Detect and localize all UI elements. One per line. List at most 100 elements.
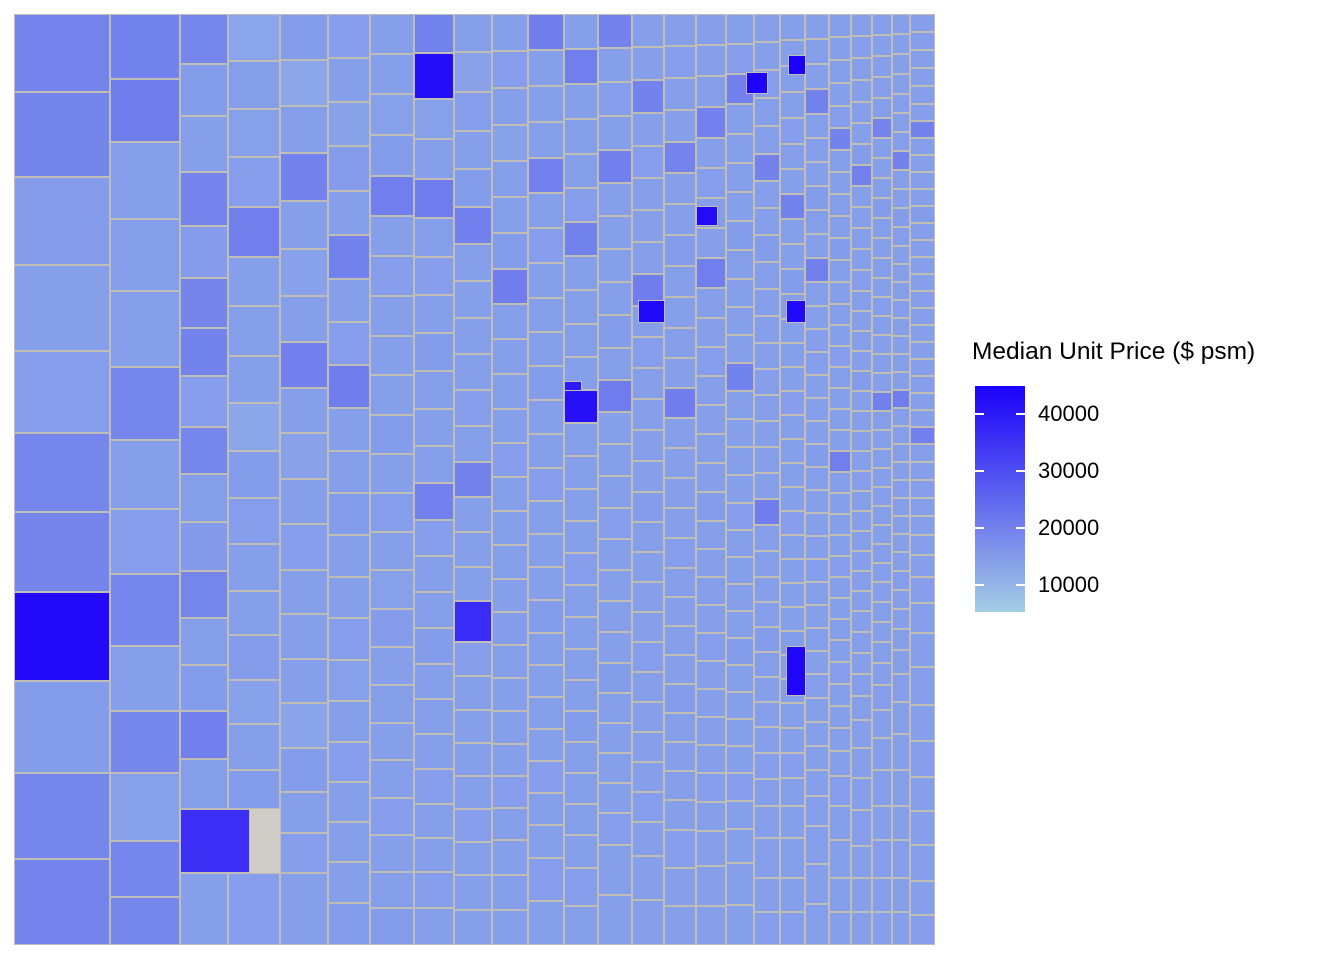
treemap-cell[interactable] xyxy=(454,390,492,426)
treemap-cell[interactable] xyxy=(110,574,180,646)
treemap-cell[interactable] xyxy=(564,773,598,804)
treemap-cell[interactable] xyxy=(829,640,851,662)
treemap-cell[interactable] xyxy=(564,804,598,835)
treemap-cell[interactable] xyxy=(328,365,370,408)
treemap-cell[interactable] xyxy=(228,109,280,157)
treemap-cell[interactable] xyxy=(780,194,805,219)
treemap-cell[interactable] xyxy=(829,556,851,577)
treemap-cell[interactable] xyxy=(872,430,892,449)
treemap-cell[interactable] xyxy=(910,206,935,223)
treemap-cell[interactable] xyxy=(851,451,872,471)
treemap-cell[interactable] xyxy=(726,611,754,638)
treemap-cell[interactable] xyxy=(564,906,598,945)
treemap-cell[interactable] xyxy=(892,462,910,480)
treemap-cell[interactable] xyxy=(598,315,632,348)
treemap-cell[interactable] xyxy=(598,539,632,570)
treemap-cell[interactable] xyxy=(492,808,528,840)
treemap-cell[interactable] xyxy=(892,372,910,390)
treemap-cell[interactable] xyxy=(805,513,829,536)
treemap-cell[interactable] xyxy=(746,72,768,94)
treemap-cell[interactable] xyxy=(892,14,910,34)
treemap-cell[interactable] xyxy=(414,14,454,53)
treemap-cell[interactable] xyxy=(180,376,228,427)
treemap-cell[interactable] xyxy=(780,806,805,838)
treemap-cell[interactable] xyxy=(851,144,872,165)
treemap-cell[interactable] xyxy=(280,201,328,249)
treemap-cell[interactable] xyxy=(492,269,528,304)
treemap-cell[interactable] xyxy=(892,806,910,840)
treemap-cell[interactable] xyxy=(872,878,892,912)
treemap-cell[interactable] xyxy=(696,376,726,405)
treemap-cell[interactable] xyxy=(280,703,328,748)
treemap-cell[interactable] xyxy=(910,342,935,359)
treemap-cell[interactable] xyxy=(632,461,664,492)
treemap-cell[interactable] xyxy=(492,910,528,945)
treemap-cell[interactable] xyxy=(414,628,454,664)
treemap-cell[interactable] xyxy=(598,116,632,150)
treemap-cell[interactable] xyxy=(528,858,564,901)
treemap-cell[interactable] xyxy=(805,490,829,513)
treemap-cell[interactable] xyxy=(829,684,851,706)
treemap-cell[interactable] xyxy=(910,325,935,342)
treemap-cell[interactable] xyxy=(726,192,754,221)
treemap-cell[interactable] xyxy=(370,532,414,570)
treemap-cell[interactable] xyxy=(910,480,935,498)
treemap-cell[interactable] xyxy=(754,262,780,289)
treemap-cell[interactable] xyxy=(492,612,528,645)
treemap-cell[interactable] xyxy=(872,35,892,56)
treemap-cell[interactable] xyxy=(564,868,598,906)
treemap-cell[interactable] xyxy=(805,398,829,421)
treemap-cell[interactable] xyxy=(454,910,492,945)
treemap-cell[interactable] xyxy=(829,619,851,640)
treemap-cell[interactable] xyxy=(528,901,564,945)
treemap-cell[interactable] xyxy=(851,431,872,451)
treemap-cell[interactable] xyxy=(696,866,726,906)
treemap-cell[interactable] xyxy=(492,14,528,51)
treemap-cell[interactable] xyxy=(851,102,872,123)
treemap-cell[interactable] xyxy=(754,289,780,316)
treemap-cell[interactable] xyxy=(805,582,829,605)
treemap-cell[interactable] xyxy=(328,322,370,365)
treemap-cell[interactable] xyxy=(370,685,414,723)
treemap-cell[interactable] xyxy=(892,300,910,318)
treemap-cell[interactable] xyxy=(598,601,632,632)
treemap-cell[interactable] xyxy=(754,652,780,677)
treemap-cell[interactable] xyxy=(910,633,935,667)
treemap-cell[interactable] xyxy=(892,54,910,74)
treemap-cell[interactable] xyxy=(370,216,414,256)
treemap-cell[interactable] xyxy=(892,426,910,444)
treemap-cell[interactable] xyxy=(726,801,754,829)
treemap-cell[interactable] xyxy=(892,552,910,571)
treemap-cell[interactable] xyxy=(829,83,851,106)
treemap-cell[interactable] xyxy=(632,856,664,900)
treemap-cell[interactable] xyxy=(414,409,454,446)
treemap-cell[interactable] xyxy=(780,559,805,583)
treemap-cell[interactable] xyxy=(492,51,528,88)
treemap-cell[interactable] xyxy=(280,60,328,106)
treemap-cell[interactable] xyxy=(328,191,370,235)
treemap-cell[interactable] xyxy=(829,577,851,598)
treemap-cell[interactable] xyxy=(598,632,632,663)
treemap-cell[interactable] xyxy=(492,477,528,511)
treemap-cell[interactable] xyxy=(805,904,829,945)
treemap-cell[interactable] xyxy=(328,822,370,862)
treemap-cell[interactable] xyxy=(829,282,851,304)
treemap-cell[interactable] xyxy=(872,685,892,710)
treemap-cell[interactable] xyxy=(754,627,780,652)
treemap-cell[interactable] xyxy=(632,672,664,702)
treemap-cell[interactable] xyxy=(664,906,696,945)
treemap-cell[interactable] xyxy=(805,162,829,186)
treemap-cell[interactable] xyxy=(280,296,328,342)
treemap-cell[interactable] xyxy=(664,46,696,78)
treemap-cell[interactable] xyxy=(851,36,872,58)
treemap-cell[interactable] xyxy=(872,582,892,602)
treemap-cell[interactable] xyxy=(328,862,370,903)
treemap-cell[interactable] xyxy=(492,304,528,339)
treemap-cell[interactable] xyxy=(492,678,528,711)
treemap-cell[interactable] xyxy=(892,208,910,227)
treemap-cell[interactable] xyxy=(664,142,696,173)
treemap-cell[interactable] xyxy=(528,468,564,501)
treemap-cell[interactable] xyxy=(872,622,892,642)
treemap-cell[interactable] xyxy=(851,58,872,80)
treemap-cell[interactable] xyxy=(829,194,851,216)
